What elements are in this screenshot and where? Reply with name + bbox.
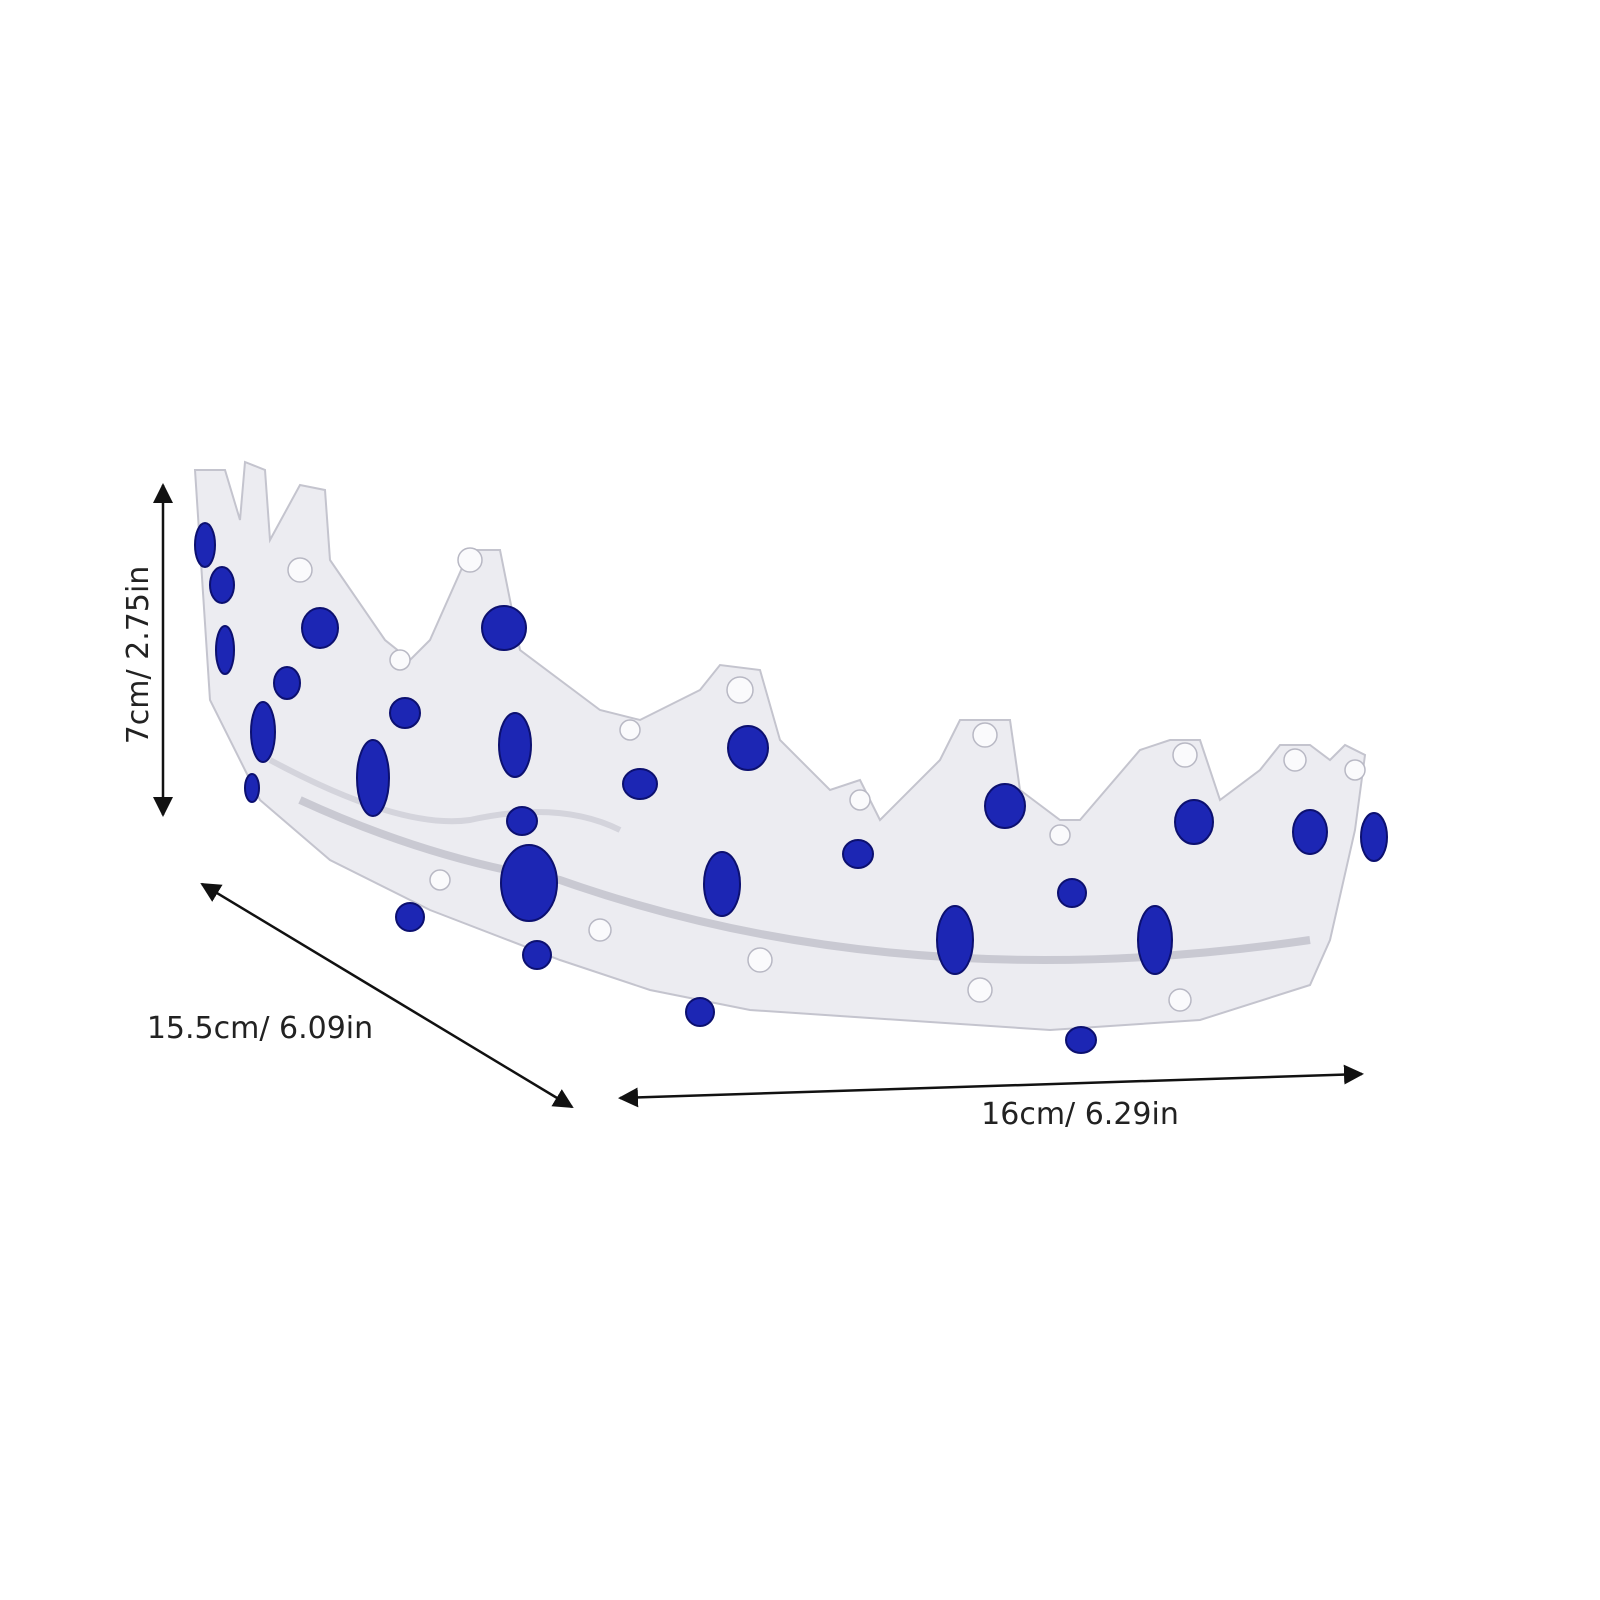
depth-arrow <box>200 882 574 1109</box>
width-arrow <box>618 1064 1364 1108</box>
height-label: 7cm/ 2.75in <box>121 566 156 745</box>
width-label: 16cm/ 6.29in <box>981 1097 1179 1132</box>
depth-label: 15.5cm/ 6.09in <box>147 1011 373 1046</box>
